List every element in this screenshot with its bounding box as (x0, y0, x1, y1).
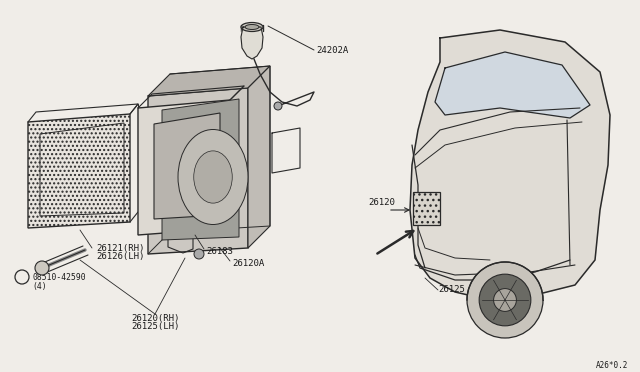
Polygon shape (410, 30, 610, 300)
Polygon shape (413, 192, 440, 225)
Ellipse shape (245, 25, 259, 29)
Polygon shape (148, 66, 270, 96)
Text: 26121(RH): 26121(RH) (96, 244, 145, 253)
Text: 26126(LH): 26126(LH) (96, 253, 145, 262)
Text: 26183: 26183 (206, 247, 233, 257)
Circle shape (15, 270, 29, 284)
Polygon shape (138, 100, 230, 235)
Circle shape (35, 261, 49, 275)
Text: 26120A: 26120A (232, 260, 264, 269)
Circle shape (467, 262, 543, 338)
Text: 26120: 26120 (368, 198, 395, 206)
Text: (4): (4) (32, 282, 47, 291)
Ellipse shape (178, 129, 248, 224)
Polygon shape (162, 99, 239, 240)
Circle shape (493, 289, 516, 311)
Polygon shape (148, 88, 248, 254)
Polygon shape (28, 114, 130, 228)
Polygon shape (248, 66, 270, 248)
Polygon shape (435, 52, 590, 118)
Polygon shape (241, 27, 263, 59)
Text: 26120(RH): 26120(RH) (131, 314, 179, 323)
Text: 26125(LH): 26125(LH) (131, 323, 179, 331)
Polygon shape (154, 113, 220, 219)
Text: 08510-42590: 08510-42590 (32, 273, 86, 282)
Text: A26*0.2: A26*0.2 (596, 360, 628, 369)
Circle shape (194, 249, 204, 259)
Circle shape (274, 102, 282, 110)
Text: S: S (20, 273, 24, 282)
Ellipse shape (241, 22, 263, 32)
Circle shape (479, 274, 531, 326)
Text: 26125: 26125 (438, 285, 465, 295)
Text: 24202A: 24202A (316, 45, 348, 55)
Ellipse shape (194, 151, 232, 203)
